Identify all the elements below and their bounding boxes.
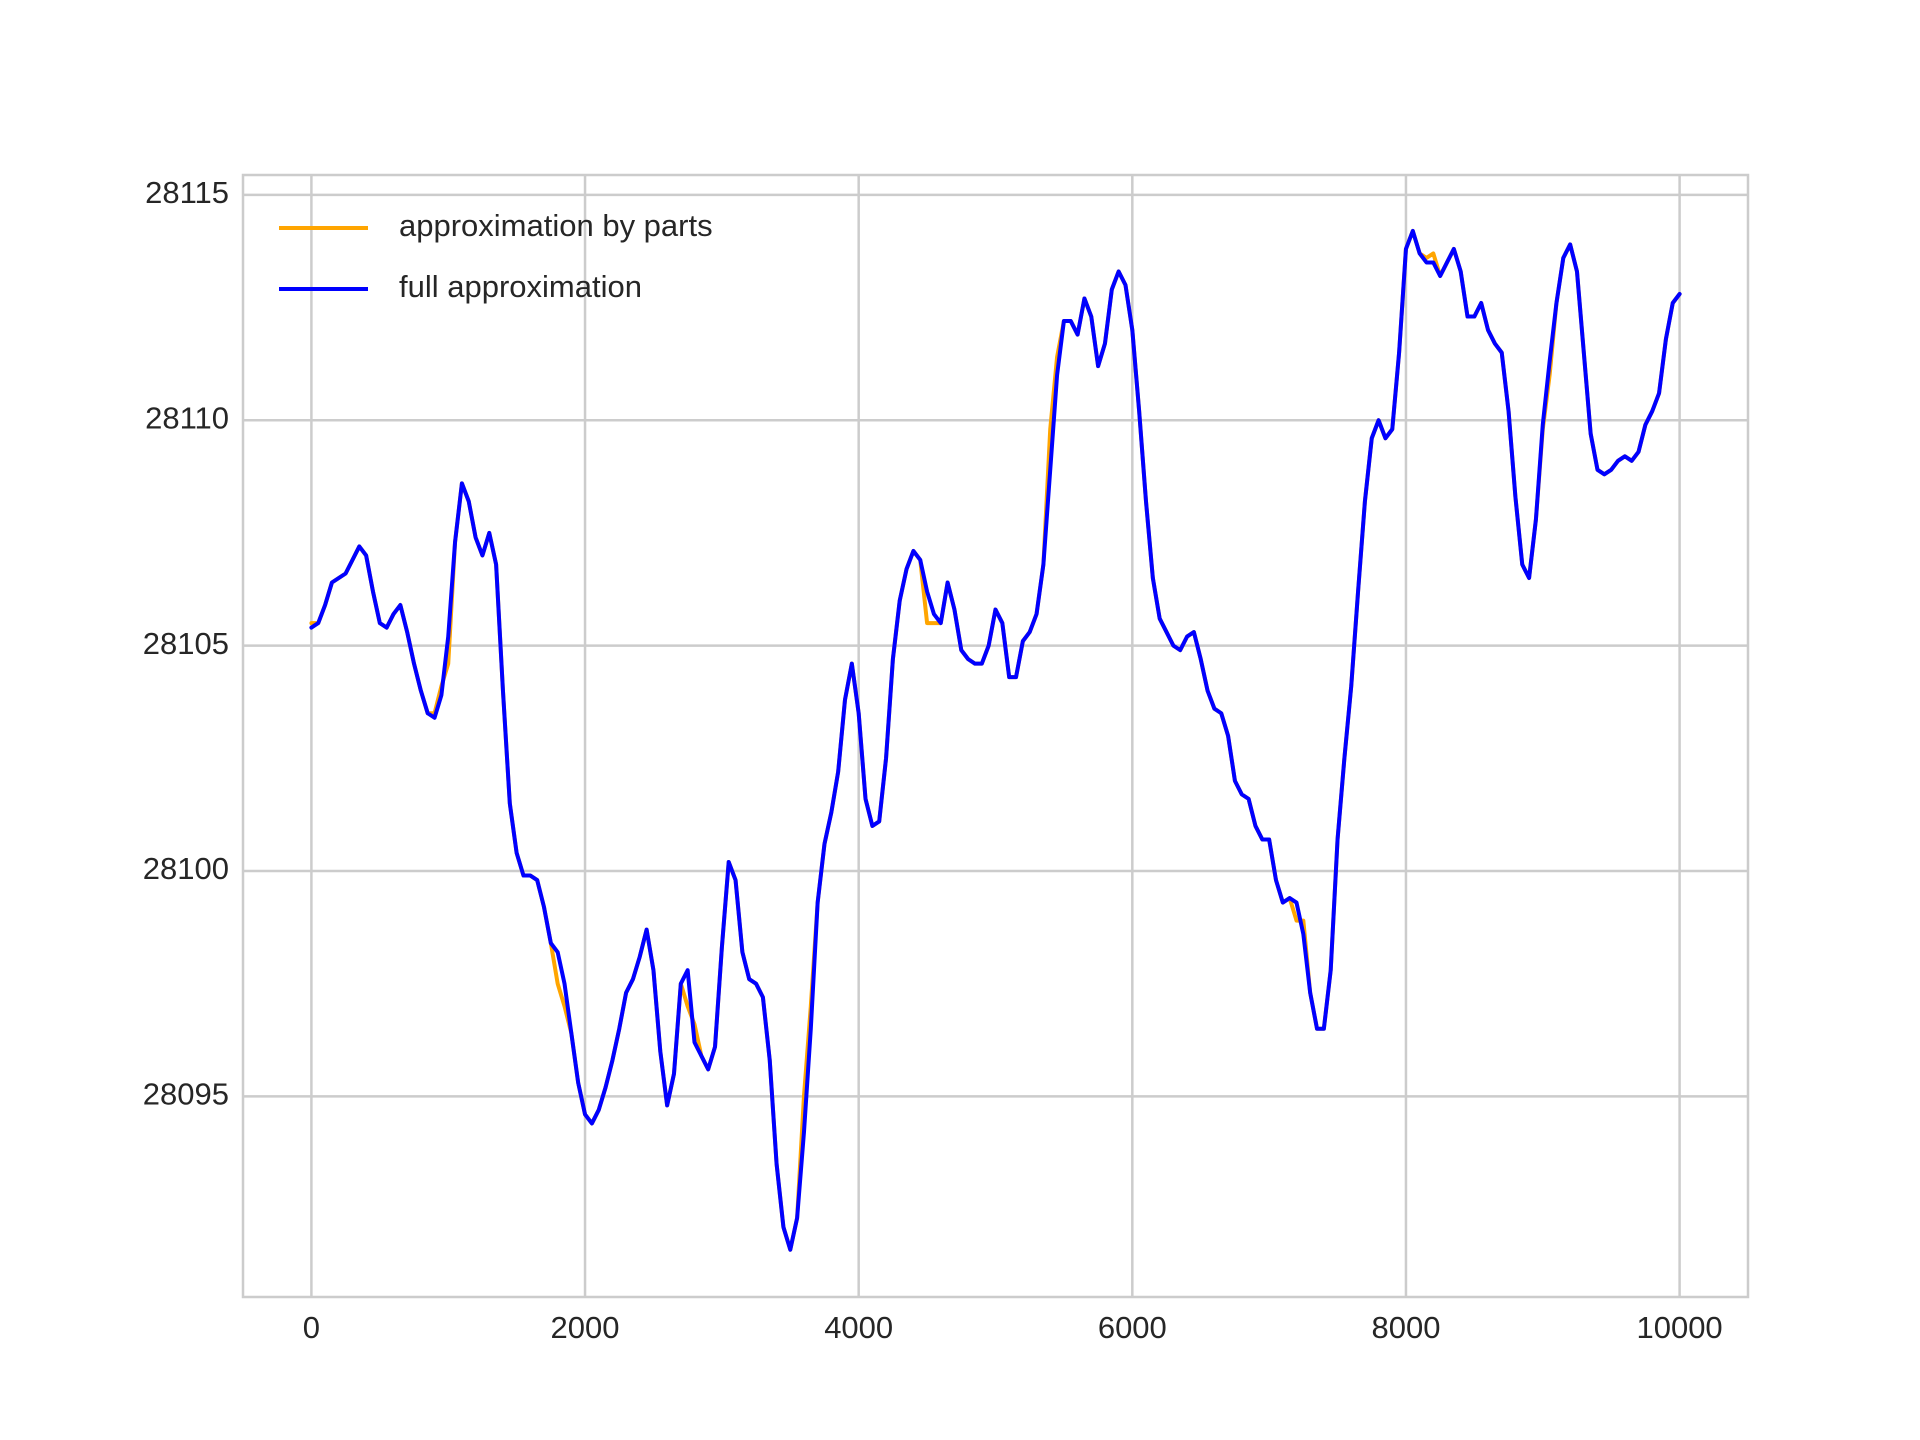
x-tick-label: 4000 (824, 1310, 893, 1345)
legend-label: full approximation (399, 269, 642, 304)
y-tick-label: 28100 (143, 851, 229, 886)
plot-area (309, 228, 1682, 1252)
axes-frame (241, 173, 1750, 1299)
y-tick-label: 28110 (145, 400, 229, 435)
y-tick-label: 28115 (145, 175, 229, 210)
grid (243, 175, 1748, 1297)
legend: approximation by parts full approximation (279, 208, 713, 304)
x-tick-label: 10000 (1636, 1310, 1722, 1345)
legend-label: approximation by parts (399, 208, 713, 243)
x-tick-label: 0 (303, 1310, 320, 1345)
y-tick-label: 28105 (143, 626, 229, 661)
x-tick-label: 2000 (551, 1310, 620, 1345)
x-tick-label: 6000 (1098, 1310, 1167, 1345)
y-tick-label: 28095 (143, 1077, 229, 1112)
series-line (309, 228, 1682, 1252)
x-tick-label: 8000 (1371, 1310, 1440, 1345)
